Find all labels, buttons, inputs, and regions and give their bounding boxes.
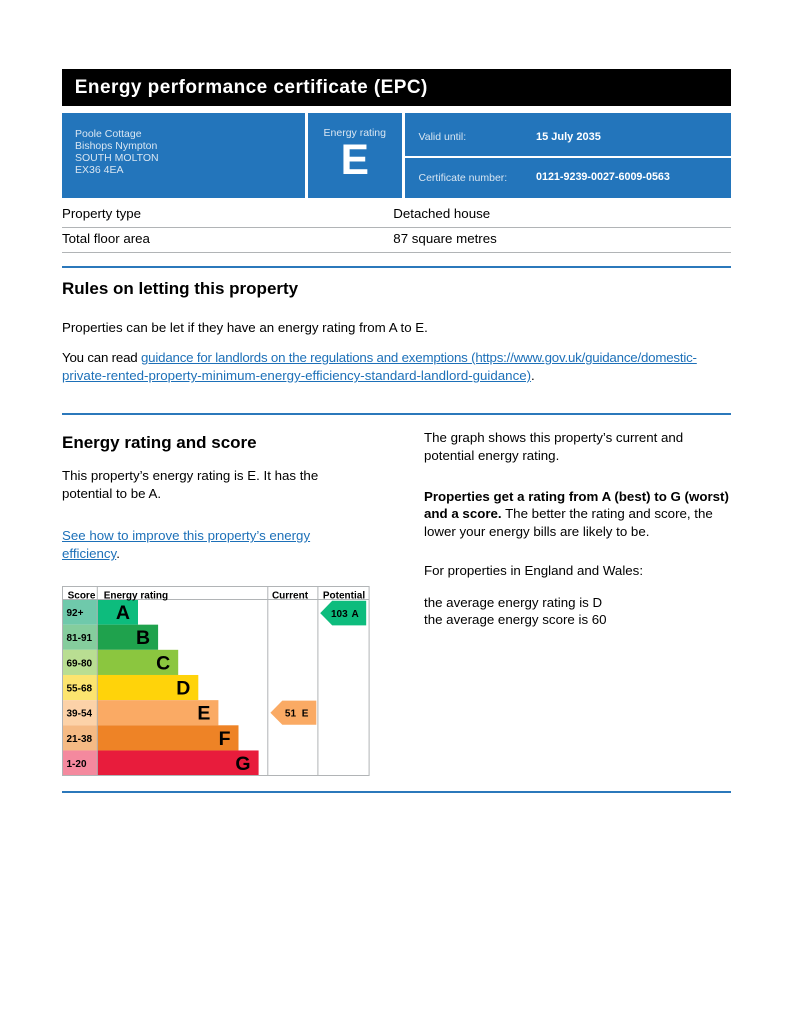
svg-text:A: A xyxy=(115,602,129,624)
svg-text:E: E xyxy=(197,702,210,724)
svg-text:A: A xyxy=(351,608,358,619)
svg-text:1-20: 1-20 xyxy=(66,759,86,770)
svg-text:55-68: 55-68 xyxy=(66,683,92,694)
svg-text:E: E xyxy=(301,708,308,719)
svg-text:C: C xyxy=(156,652,170,674)
svg-text:69-80: 69-80 xyxy=(66,658,92,669)
svg-text:D: D xyxy=(176,677,190,699)
svg-text:Energy rating: Energy rating xyxy=(103,590,167,601)
svg-text:51: 51 xyxy=(284,708,296,719)
svg-text:Score: Score xyxy=(67,590,95,601)
svg-text:81-91: 81-91 xyxy=(66,633,92,644)
svg-text:39-54: 39-54 xyxy=(66,708,92,719)
svg-text:G: G xyxy=(235,753,250,775)
svg-text:F: F xyxy=(218,727,230,749)
svg-text:103: 103 xyxy=(331,608,348,619)
svg-text:Potential: Potential xyxy=(322,590,364,601)
svg-text:B: B xyxy=(136,627,150,649)
svg-text:Current: Current xyxy=(271,590,308,601)
svg-text:21-38: 21-38 xyxy=(66,733,92,744)
svg-text:92+: 92+ xyxy=(66,608,83,619)
